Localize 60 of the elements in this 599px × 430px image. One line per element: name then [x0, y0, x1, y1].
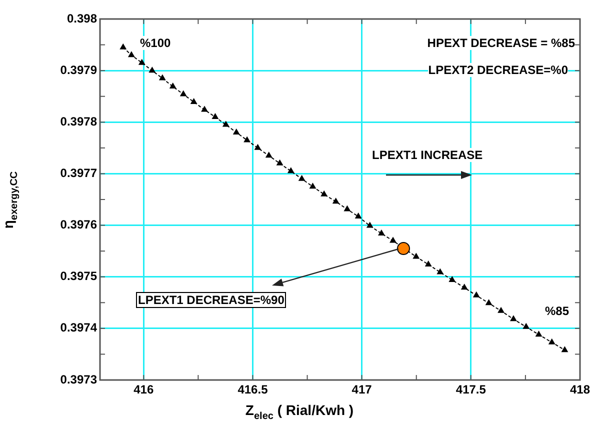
annotation: %85 [545, 304, 570, 318]
y-tick-label: 0.3976 [60, 218, 98, 232]
point [332, 198, 340, 204]
point [222, 120, 230, 127]
point [169, 82, 176, 89]
point [320, 190, 328, 196]
x-tick-label: 417 [352, 382, 372, 397]
annotation: %100 [140, 36, 171, 50]
point [522, 322, 530, 329]
x-tick-label: 416 [134, 382, 154, 397]
y-tick-label: 0.3977 [60, 166, 98, 180]
point [460, 284, 468, 290]
x-tick-label: 418 [570, 382, 590, 397]
y-tick-label: 0.398 [66, 11, 98, 26]
point [561, 346, 568, 352]
point [344, 205, 351, 212]
point [424, 260, 432, 266]
x-tick-label: 417.5 [456, 382, 486, 397]
point [254, 144, 262, 150]
point [548, 338, 556, 344]
point [244, 136, 251, 142]
x-tick-label: 416.5 [238, 382, 268, 397]
point [190, 98, 198, 104]
point [201, 106, 208, 112]
point [378, 230, 385, 236]
annotation: HPEXT DECREASE = %85 [427, 36, 575, 50]
x-axis-title: Z$_{elec}$ ( Rial/Kwh ) [244, 402, 355, 422]
point [485, 299, 492, 306]
y-tick-label: 0.3973 [60, 372, 98, 386]
y-tick-label: 0.3978 [60, 114, 98, 128]
point [412, 252, 420, 259]
point [138, 58, 146, 65]
point [180, 90, 187, 96]
point [158, 74, 166, 80]
point [120, 43, 127, 50]
point [276, 159, 284, 166]
y-tick-label: 0.3979 [60, 62, 98, 77]
annotation: LPEXT1 DECREASE=%90 [136, 292, 286, 308]
point [535, 330, 542, 337]
point [436, 268, 444, 274]
point [396, 242, 410, 255]
point [354, 212, 362, 219]
point [287, 167, 294, 174]
point [212, 112, 219, 119]
y-tick-label: 0.3974 [60, 320, 98, 335]
point [390, 236, 396, 243]
point [265, 152, 272, 158]
annotation: LPEXT1 INCREASE [372, 148, 483, 162]
point [510, 315, 517, 322]
point [472, 291, 480, 298]
point [366, 222, 374, 228]
annotation: LPEXT2 DECREASE=%0 [428, 63, 568, 77]
point [148, 66, 156, 73]
y-tick-label: 0.3975 [60, 269, 98, 284]
point [232, 128, 240, 134]
point [309, 182, 316, 189]
point [298, 174, 306, 181]
point [448, 276, 456, 282]
point [128, 51, 135, 58]
point [498, 306, 504, 313]
